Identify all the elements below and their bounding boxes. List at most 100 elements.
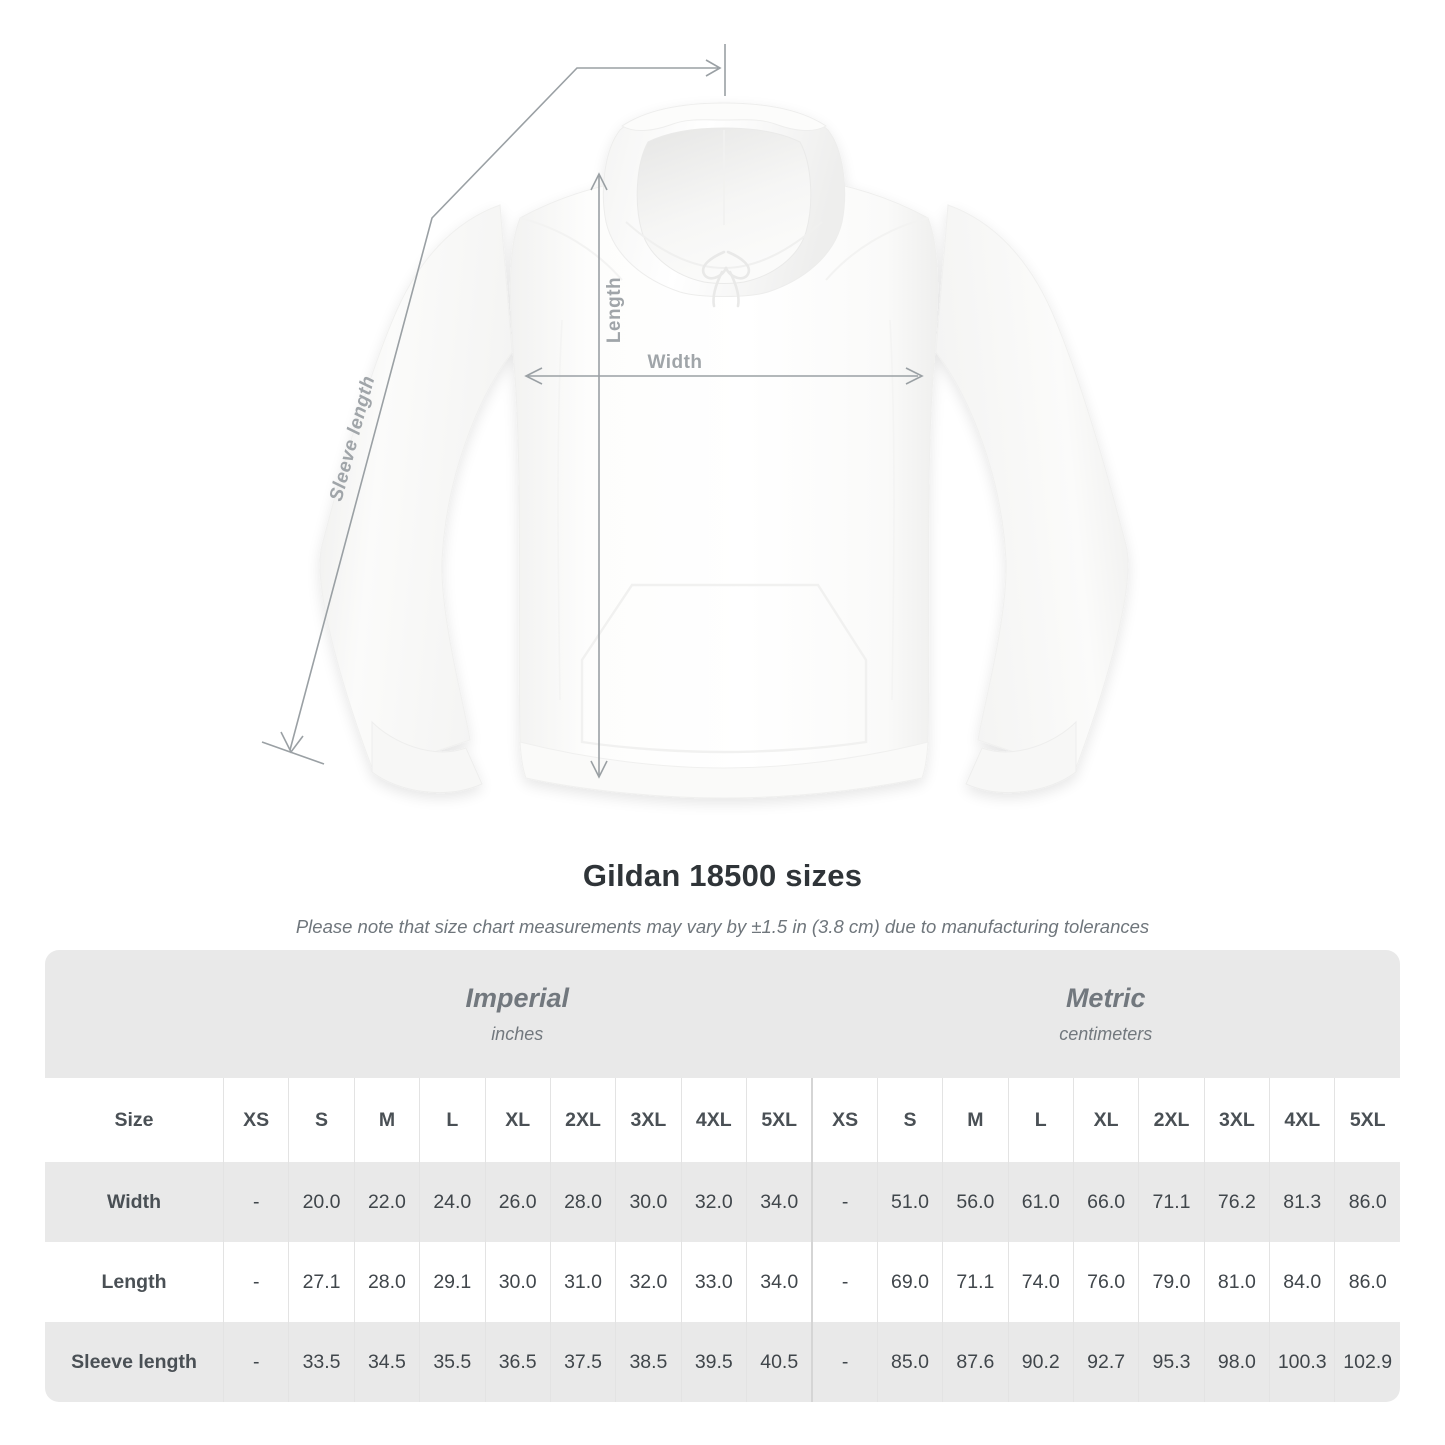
cell-sleeve-length-imperial-5xl: 40.5	[746, 1322, 812, 1402]
cell-width-imperial-xs: -	[223, 1162, 289, 1242]
page-title: Gildan 18500 sizes	[582, 858, 863, 893]
sleeve-length-end-tick-bottom	[261, 741, 325, 765]
cell-length-imperial-3xl: 32.0	[615, 1242, 681, 1322]
right-shoulder-seam	[825, 217, 929, 281]
size-header-row: Size XS S M L XL 2XL 3XL 4XL 5XL XS S M L XL 2XL 3XL 4XL 5…	[45, 1078, 1400, 1162]
size-column-header-imperial-xs: XS	[223, 1078, 289, 1162]
cell-width-metric-4xl: 81.3	[1269, 1162, 1335, 1242]
hoodie-illustration: Length Width Sleeve length	[261, 44, 1129, 799]
width-arrowhead-left	[524, 367, 543, 385]
system-header-metric: Metric centimeters	[811, 950, 1400, 1078]
size-column-header-metric-2xl: 2XL	[1138, 1078, 1204, 1162]
size-column-header-imperial-s: S	[288, 1078, 354, 1162]
neckline	[625, 221, 823, 270]
size-chart-table-wrapper: Imperial inches Metric centimeters Size XS S M L…	[45, 950, 1400, 1402]
cell-sleeve-length-metric-xl: 92.7	[1072, 1322, 1139, 1402]
cell-length-imperial-xl: 30.0	[484, 1242, 550, 1322]
size-header-label: Size	[45, 1078, 223, 1162]
bottom-hem	[519, 741, 929, 799]
cell-sleeve-length-metric-m: 87.6	[942, 1322, 1008, 1402]
system-header-imperial: Imperial inches	[223, 950, 812, 1078]
cell-length-imperial-l: 29.1	[419, 1242, 485, 1322]
row-label-sleeve-length: Sleeve length	[45, 1322, 223, 1402]
left-shoulder-seam	[519, 217, 623, 281]
cell-width-metric-l: 61.0	[1007, 1162, 1073, 1242]
cell-length-metric-4xl: 84.0	[1269, 1242, 1335, 1322]
cell-sleeve-length-imperial-xs: -	[223, 1322, 289, 1402]
cell-length-imperial-m: 28.0	[353, 1242, 420, 1322]
cell-sleeve-length-imperial-4xl: 39.5	[680, 1322, 746, 1402]
size-column-header-metric-s: S	[876, 1078, 943, 1162]
cell-width-imperial-s: 20.0	[288, 1162, 354, 1242]
cell-width-imperial-4xl: 32.0	[680, 1162, 746, 1242]
body-drape-lines	[557, 319, 895, 701]
cell-length-imperial-4xl: 33.0	[680, 1242, 746, 1322]
cell-length-imperial-5xl: 34.0	[746, 1242, 812, 1322]
table-row: Sleeve length -33.5 34.5 35.5 36.5 37.5 38.5 39…	[45, 1322, 1400, 1402]
cell-sleeve-length-metric-l: 90.2	[1007, 1322, 1073, 1402]
left-sleeve	[319, 204, 513, 773]
right-cuff	[965, 720, 1077, 794]
cell-sleeve-length-imperial-xl: 36.5	[484, 1322, 550, 1402]
hood-top-edge	[621, 102, 827, 132]
length-arrowhead-top	[590, 172, 608, 191]
cell-width-metric-xl: 66.0	[1072, 1162, 1139, 1242]
size-column-header-imperial-l: L	[419, 1078, 485, 1162]
cell-sleeve-length-metric-s: 85.0	[876, 1322, 943, 1402]
size-column-header-imperial-4xl: 4XL	[680, 1078, 746, 1162]
cell-width-metric-3xl: 76.2	[1203, 1162, 1270, 1242]
hoodie-garment	[319, 102, 1129, 799]
cell-sleeve-length-metric-2xl: 95.3	[1138, 1322, 1204, 1402]
row-label-width: Width	[45, 1162, 223, 1242]
size-column-header-metric-4xl: 4XL	[1269, 1078, 1335, 1162]
cell-length-metric-xl: 76.0	[1072, 1242, 1139, 1322]
cell-sleeve-length-imperial-3xl: 38.5	[615, 1322, 681, 1402]
size-column-header-imperial-2xl: 2XL	[549, 1078, 616, 1162]
cell-width-metric-xs: -	[811, 1162, 877, 1242]
cell-length-metric-xs: -	[811, 1242, 877, 1322]
cell-width-imperial-2xl: 28.0	[549, 1162, 616, 1242]
cell-width-imperial-m: 22.0	[353, 1162, 420, 1242]
system-header-row: Imperial inches Metric centimeters	[45, 950, 1400, 1078]
length-guide-label: Length	[604, 277, 625, 343]
tolerance-note: Please note that size chart measurements…	[295, 916, 1150, 937]
cell-sleeve-length-imperial-l: 35.5	[419, 1322, 485, 1402]
size-column-header-imperial-3xl: 3XL	[615, 1078, 681, 1162]
cell-sleeve-length-metric-4xl: 100.3	[1269, 1322, 1335, 1402]
left-cuff	[371, 720, 483, 794]
cell-width-metric-s: 51.0	[876, 1162, 943, 1242]
system-unit: centimeters	[1059, 1023, 1153, 1044]
size-chart-table: Imperial inches Metric centimeters Size XS S M L…	[45, 950, 1400, 1402]
cell-width-imperial-xl: 26.0	[484, 1162, 550, 1242]
drawstring-tie	[701, 250, 751, 308]
size-column-header-metric-3xl: 3XL	[1203, 1078, 1270, 1162]
cell-width-imperial-5xl: 34.0	[746, 1162, 812, 1242]
sleeve-length-line	[289, 67, 718, 751]
cell-length-imperial-xs: -	[223, 1242, 289, 1322]
cell-length-metric-5xl: 86.0	[1334, 1242, 1400, 1322]
cell-width-imperial-l: 24.0	[419, 1162, 485, 1242]
sleeve-length-arrowhead-top	[705, 59, 722, 77]
title-block: Gildan 18500 sizes Please note that size…	[0, 840, 1445, 938]
cell-length-metric-2xl: 79.0	[1138, 1242, 1204, 1322]
cell-length-metric-l: 74.0	[1007, 1242, 1073, 1322]
kangaroo-pocket	[580, 583, 868, 754]
system-name: Metric	[1065, 983, 1146, 1014]
cell-length-imperial-s: 27.1	[288, 1242, 354, 1322]
table-row: Length -27.1 28.0 29.1 30.0 31.0 32.0 33.0 34.0-…	[45, 1242, 1400, 1322]
size-column-header-metric-xs: XS	[811, 1078, 877, 1162]
length-arrowhead-bottom	[590, 760, 608, 779]
cell-width-imperial-3xl: 30.0	[615, 1162, 681, 1242]
cell-length-metric-3xl: 81.0	[1203, 1242, 1270, 1322]
cell-length-imperial-2xl: 31.0	[549, 1242, 616, 1322]
cell-length-metric-m: 71.1	[942, 1242, 1008, 1322]
size-column-header-metric-m: M	[942, 1078, 1008, 1162]
cell-width-metric-2xl: 71.1	[1138, 1162, 1204, 1242]
measurement-guides	[261, 44, 924, 779]
system-header-spacer	[45, 950, 223, 1078]
cell-sleeve-length-metric-5xl: 102.9	[1334, 1322, 1400, 1402]
size-column-header-metric-xl: XL	[1072, 1078, 1139, 1162]
right-sleeve	[935, 204, 1129, 773]
table-row: Width -20.0 22.0 24.0 26.0 28.0 30.0 32.0 34.0-5…	[45, 1162, 1400, 1242]
size-column-header-imperial-xl: XL	[484, 1078, 550, 1162]
